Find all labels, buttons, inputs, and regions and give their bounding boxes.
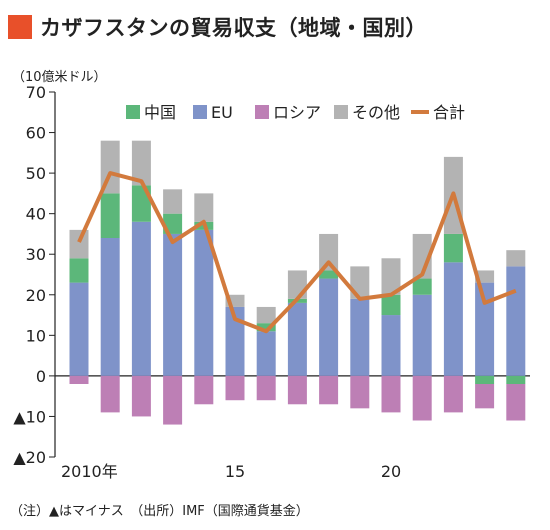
bar-eu bbox=[163, 233, 183, 376]
legend-label: 合計 bbox=[433, 103, 465, 122]
x-tick-label: 15 bbox=[225, 462, 245, 481]
bar-russia bbox=[225, 375, 245, 401]
y-tick-label: 30 bbox=[26, 245, 46, 264]
bar-russia bbox=[350, 375, 370, 409]
title-text: カザフスタンの貿易収支（地域・国別） bbox=[40, 16, 427, 40]
bar-russia bbox=[381, 375, 401, 413]
bar-china-negative bbox=[506, 375, 526, 384]
bar-china bbox=[69, 258, 89, 283]
bar-eu bbox=[319, 278, 339, 376]
legend-label: その他 bbox=[352, 103, 400, 122]
legend-label: ロシア bbox=[273, 103, 321, 122]
bar-eu bbox=[69, 282, 89, 376]
bar-russia bbox=[131, 375, 151, 417]
bar-china bbox=[412, 278, 432, 295]
legend-swatch bbox=[334, 105, 348, 119]
bar-russia bbox=[194, 375, 214, 405]
bar-eu bbox=[350, 298, 370, 376]
bar-eu bbox=[100, 238, 120, 376]
title-marker bbox=[8, 15, 32, 39]
bar-russia bbox=[475, 384, 495, 409]
y-tick-label: 50 bbox=[26, 164, 46, 183]
bar-other bbox=[163, 189, 183, 214]
bar-other bbox=[287, 270, 307, 299]
bar-eu bbox=[256, 331, 276, 376]
bar-china-negative bbox=[475, 375, 495, 384]
bar-eu bbox=[225, 306, 245, 376]
bar-russia bbox=[256, 375, 276, 401]
bar-other bbox=[194, 193, 214, 222]
y-tick-label: 10 bbox=[26, 326, 46, 345]
y-tick-label: ▲20 bbox=[13, 448, 46, 467]
bar-china bbox=[100, 193, 120, 238]
bar-other bbox=[256, 306, 276, 324]
x-tick-label: 20 bbox=[381, 462, 401, 481]
bar-other bbox=[319, 233, 339, 271]
bar-other bbox=[131, 140, 151, 186]
y-tick-label: 70 bbox=[26, 83, 46, 102]
bar-eu bbox=[131, 221, 151, 376]
bar-russia bbox=[319, 375, 339, 405]
chart-title: カザフスタンの貿易収支（地域・国別） bbox=[8, 14, 427, 40]
bar-eu bbox=[412, 294, 432, 376]
bar-eu bbox=[506, 266, 526, 376]
bar-russia bbox=[443, 375, 463, 413]
bar-russia bbox=[412, 375, 432, 421]
legend-swatch bbox=[193, 105, 207, 119]
y-tick-label: 60 bbox=[26, 124, 46, 143]
bar-russia bbox=[100, 375, 120, 413]
bar-eu bbox=[194, 229, 214, 376]
bar-eu bbox=[475, 282, 495, 376]
unit-label: （10億米ドル） bbox=[12, 70, 107, 85]
legend-label: 中国 bbox=[144, 103, 176, 122]
bar-russia bbox=[506, 384, 526, 421]
y-tick-label: 40 bbox=[26, 205, 46, 224]
legend-swatch bbox=[255, 105, 269, 119]
bar-other bbox=[506, 250, 526, 267]
total-line bbox=[77, 171, 517, 334]
bar-china bbox=[256, 323, 276, 332]
bar-china bbox=[381, 294, 401, 316]
y-tick-label: ▲10 bbox=[13, 407, 46, 426]
bar-eu bbox=[443, 262, 463, 376]
bar-china bbox=[443, 233, 463, 263]
legend-swatch bbox=[126, 105, 140, 119]
bar-russia bbox=[69, 375, 89, 384]
bar-eu bbox=[381, 315, 401, 376]
bar-eu bbox=[287, 302, 307, 376]
bar-other bbox=[69, 229, 89, 259]
bar-russia bbox=[287, 375, 307, 405]
legend-label: EU bbox=[211, 103, 233, 122]
bar-russia bbox=[163, 375, 183, 425]
source-note: （注）▲はマイナス （出所）IMF（国際通貨基金） bbox=[10, 504, 309, 519]
bar-china bbox=[319, 270, 339, 279]
y-tick-label: 0 bbox=[36, 367, 46, 386]
x-tick-label: 2010年 bbox=[61, 462, 118, 481]
y-tick-label: 20 bbox=[26, 286, 46, 305]
bar-other bbox=[381, 258, 401, 295]
